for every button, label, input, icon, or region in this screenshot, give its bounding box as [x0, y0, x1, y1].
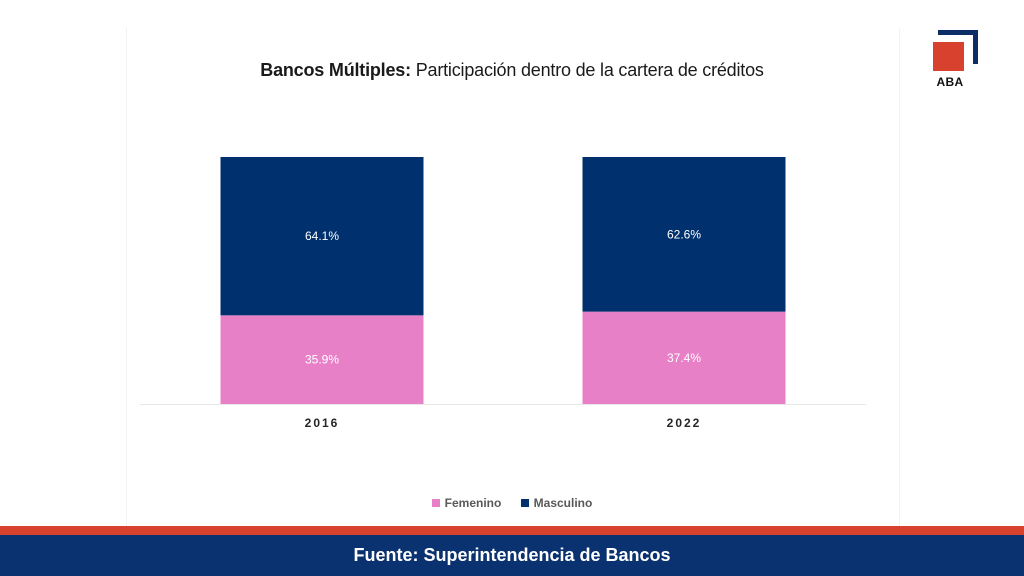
legend-item-femenino: Femenino: [431, 496, 502, 510]
data-label-masculino-2022: 62.6%: [667, 227, 701, 241]
logo-text: ABA: [936, 75, 964, 89]
logo-square: [933, 42, 964, 71]
logo-frame-top: [938, 30, 978, 35]
x-tick-label-2022: 2022: [667, 416, 702, 430]
footer-accent-bar: [0, 526, 1024, 535]
aba-logo: ABA: [928, 28, 980, 90]
stacked-bar-chart: 35.9% 64.1% 2016 37.4% 62.6% 2022: [140, 157, 866, 430]
x-tick-label-2016: 2016: [305, 416, 340, 430]
data-label-femenino-2022: 37.4%: [667, 351, 701, 365]
bar-femenino-2016: [220, 315, 424, 404]
footer-source: Fuente: Superintendencia de Bancos: [353, 545, 671, 565]
chart-title: Bancos Múltiples: Participación dentro d…: [0, 60, 1024, 81]
legend-swatch-masculino: [520, 499, 529, 507]
footer-bar: [0, 535, 1024, 576]
bar-femenino-2022: [582, 311, 786, 404]
legend-swatch-femenino: [431, 499, 440, 507]
legend-label-masculino: Masculino: [533, 496, 593, 510]
data-label-masculino-2016: 64.1%: [305, 229, 339, 243]
bar-masculino-2022: [582, 157, 786, 312]
data-label-femenino-2016: 35.9%: [305, 353, 339, 367]
bar-masculino-2016: [220, 157, 424, 316]
legend-item-masculino: Masculino: [520, 496, 593, 510]
chart-legend: Femenino Masculino: [0, 496, 1024, 510]
chart-title-bold: Bancos Múltiples:: [260, 60, 411, 80]
logo-frame-right: [973, 30, 978, 64]
chart-title-rest: Participación dentro de la cartera de cr…: [410, 60, 764, 80]
legend-label-femenino: Femenino: [444, 496, 502, 510]
